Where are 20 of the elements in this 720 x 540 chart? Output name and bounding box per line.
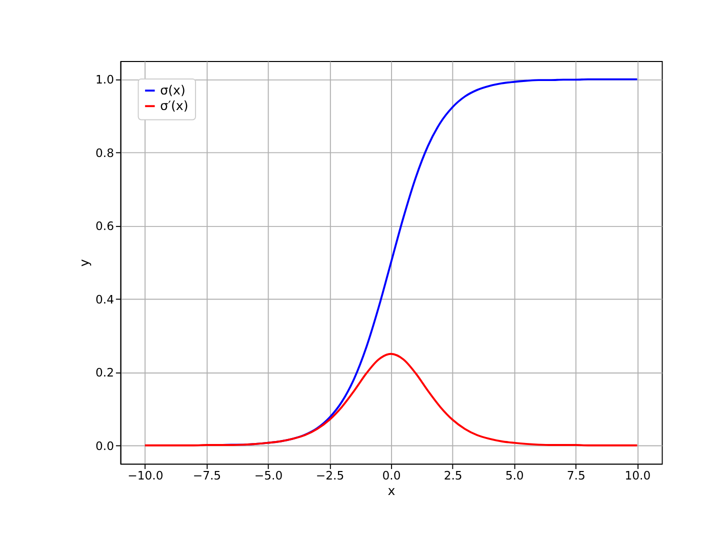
x-tick-label: −5.0	[254, 468, 283, 483]
x-axis-title: x	[388, 483, 396, 498]
y-tick-label: 1.0	[96, 72, 114, 87]
legend-label: σ(x)	[160, 82, 186, 98]
y-tick-label: 0.6	[96, 219, 114, 234]
x-tick-label: 7.5	[566, 468, 586, 483]
x-tick-label: 0.0	[382, 468, 401, 483]
x-tick-label: −7.5	[192, 468, 222, 483]
legend-label: σ′(x)	[160, 98, 188, 114]
x-tick-label: 5.0	[505, 468, 524, 483]
y-tick-label: 0.8	[96, 146, 114, 160]
y-tick-label: 0.4	[96, 292, 114, 306]
x-tick-label: 10.0	[624, 468, 651, 483]
x-tick-label: −2.5	[316, 468, 344, 483]
x-tick-label: 2.5	[444, 468, 462, 483]
x-tick-label: −10.0	[128, 468, 164, 483]
y-tick-label: 0.2	[96, 366, 114, 380]
line-series	[144, 352, 638, 446]
y-axis-title: y	[76, 258, 92, 267]
y-tick-label: 0.0	[96, 438, 114, 453]
